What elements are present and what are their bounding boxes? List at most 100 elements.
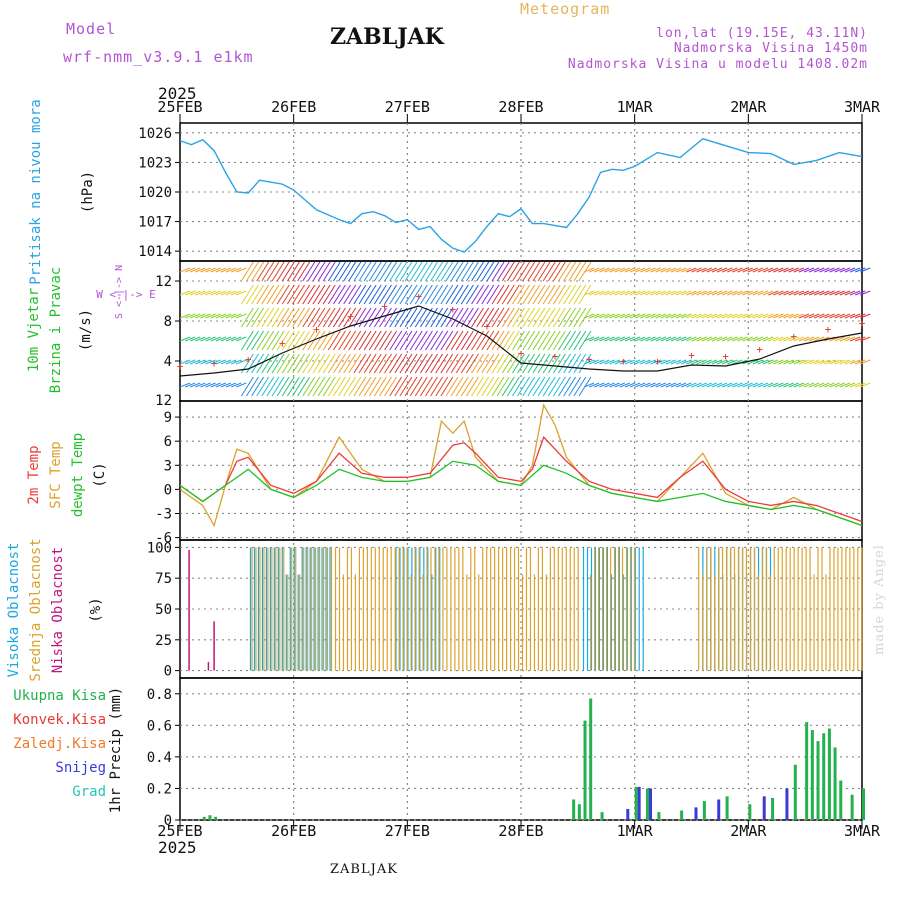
wind-barb [363, 353, 377, 374]
wind-barb [563, 307, 577, 328]
wind-barb [522, 307, 536, 328]
wind-barb [573, 307, 587, 328]
wind-barb [230, 267, 242, 273]
wind-barb [706, 382, 718, 388]
wind-barb [389, 261, 403, 282]
wind-barb [256, 330, 270, 351]
wind-barb [834, 313, 845, 319]
precip-bar [577, 804, 581, 820]
wind-barb [665, 313, 677, 319]
wind-barb [824, 359, 835, 365]
wind-barb [455, 261, 469, 282]
wind-barb [624, 313, 636, 319]
wind-barb [286, 376, 300, 397]
wind-barb [814, 382, 825, 388]
wind-barb [327, 376, 341, 397]
wind-barb [200, 267, 211, 273]
wind-barb [179, 313, 191, 319]
wind-barb [844, 359, 856, 365]
wind-barb [476, 376, 490, 397]
wind-barb [691, 290, 702, 296]
wind-barb [681, 382, 692, 388]
wind-barb [184, 382, 196, 388]
wind-barb [768, 359, 779, 365]
wind-barb [399, 330, 413, 351]
time-tick-top: 27FEB [385, 98, 430, 116]
wind-barb [251, 284, 265, 305]
time-tick-top: 28FEB [498, 98, 543, 116]
wind-barb [762, 290, 774, 296]
wind-barb [808, 382, 820, 388]
wind-barb [773, 382, 784, 388]
wind-barb [681, 359, 692, 365]
wind-barb [814, 359, 825, 365]
pressure-panel-label: Pritisak na nivou mora [28, 99, 44, 284]
wind-barb [768, 313, 779, 319]
wind-barb [803, 336, 815, 342]
wind-barb [604, 313, 615, 319]
wind-barb [814, 290, 825, 296]
wind-barb [824, 382, 835, 388]
wind-barb [506, 353, 520, 374]
wind-barb [210, 313, 221, 319]
y-tick-label: 25 [155, 633, 172, 649]
wind-barb [558, 330, 571, 351]
model-name: wrf-nmm_v3.9.1 e1km [63, 48, 254, 66]
wind-barb [276, 376, 290, 397]
wind-barb [594, 382, 605, 388]
wind-barb [547, 261, 561, 282]
wind-barb [849, 313, 861, 319]
wind-barb [589, 336, 600, 342]
wind-barb [854, 267, 866, 273]
wind-barb [527, 376, 541, 397]
wind-barb [440, 353, 454, 374]
time-tick-bottom: 26FEB [271, 822, 316, 840]
time-tick-bottom: 28FEB [498, 822, 543, 840]
wind-barb [343, 307, 357, 328]
wind-barb [476, 353, 490, 374]
wind-barb [537, 284, 551, 305]
wind-barb [773, 290, 784, 296]
wind-barb [281, 307, 295, 328]
wind-barb [732, 382, 743, 388]
wind-barb [205, 267, 216, 273]
wind-barb [547, 284, 561, 305]
cloud-label-low: Niska Oblacnost [50, 547, 66, 673]
elevation-info: Nadmorska Visina 1450m [673, 41, 868, 56]
wind-barb [302, 330, 316, 351]
wind-barb [246, 284, 259, 305]
wind-barb [640, 313, 651, 319]
wind-barb [220, 359, 232, 365]
wind-barb [302, 353, 316, 374]
wind-barb [665, 382, 677, 388]
wind-barb [839, 267, 851, 273]
wind-barb [542, 307, 556, 328]
pressure-line [179, 137, 863, 253]
wind-barb [440, 284, 454, 305]
wind-barb [307, 353, 321, 374]
wind-barb [379, 353, 392, 374]
wind-barb [297, 307, 311, 328]
wind-barb [696, 290, 707, 296]
wind-barb [220, 382, 232, 388]
wind-barb [261, 376, 275, 397]
wind-barb [302, 376, 316, 397]
wind-barb [854, 290, 866, 296]
wind-barb [384, 376, 398, 397]
wind-barb [368, 353, 382, 374]
wind-barb [297, 376, 311, 397]
wind-barb [752, 382, 764, 388]
wind-barb [706, 267, 718, 273]
wind-barb [348, 376, 362, 397]
wind-barb [338, 307, 351, 328]
wind-barb [742, 336, 753, 342]
wind-barb [184, 336, 196, 342]
y-tick-label: 1020 [138, 185, 172, 201]
wind-barb [757, 267, 769, 273]
wind-barb [814, 267, 825, 273]
wind-barb [363, 307, 377, 328]
wind-barb [834, 336, 845, 342]
wind-barb [195, 267, 206, 273]
wind-barb [327, 330, 341, 351]
wind-barb [425, 376, 438, 397]
